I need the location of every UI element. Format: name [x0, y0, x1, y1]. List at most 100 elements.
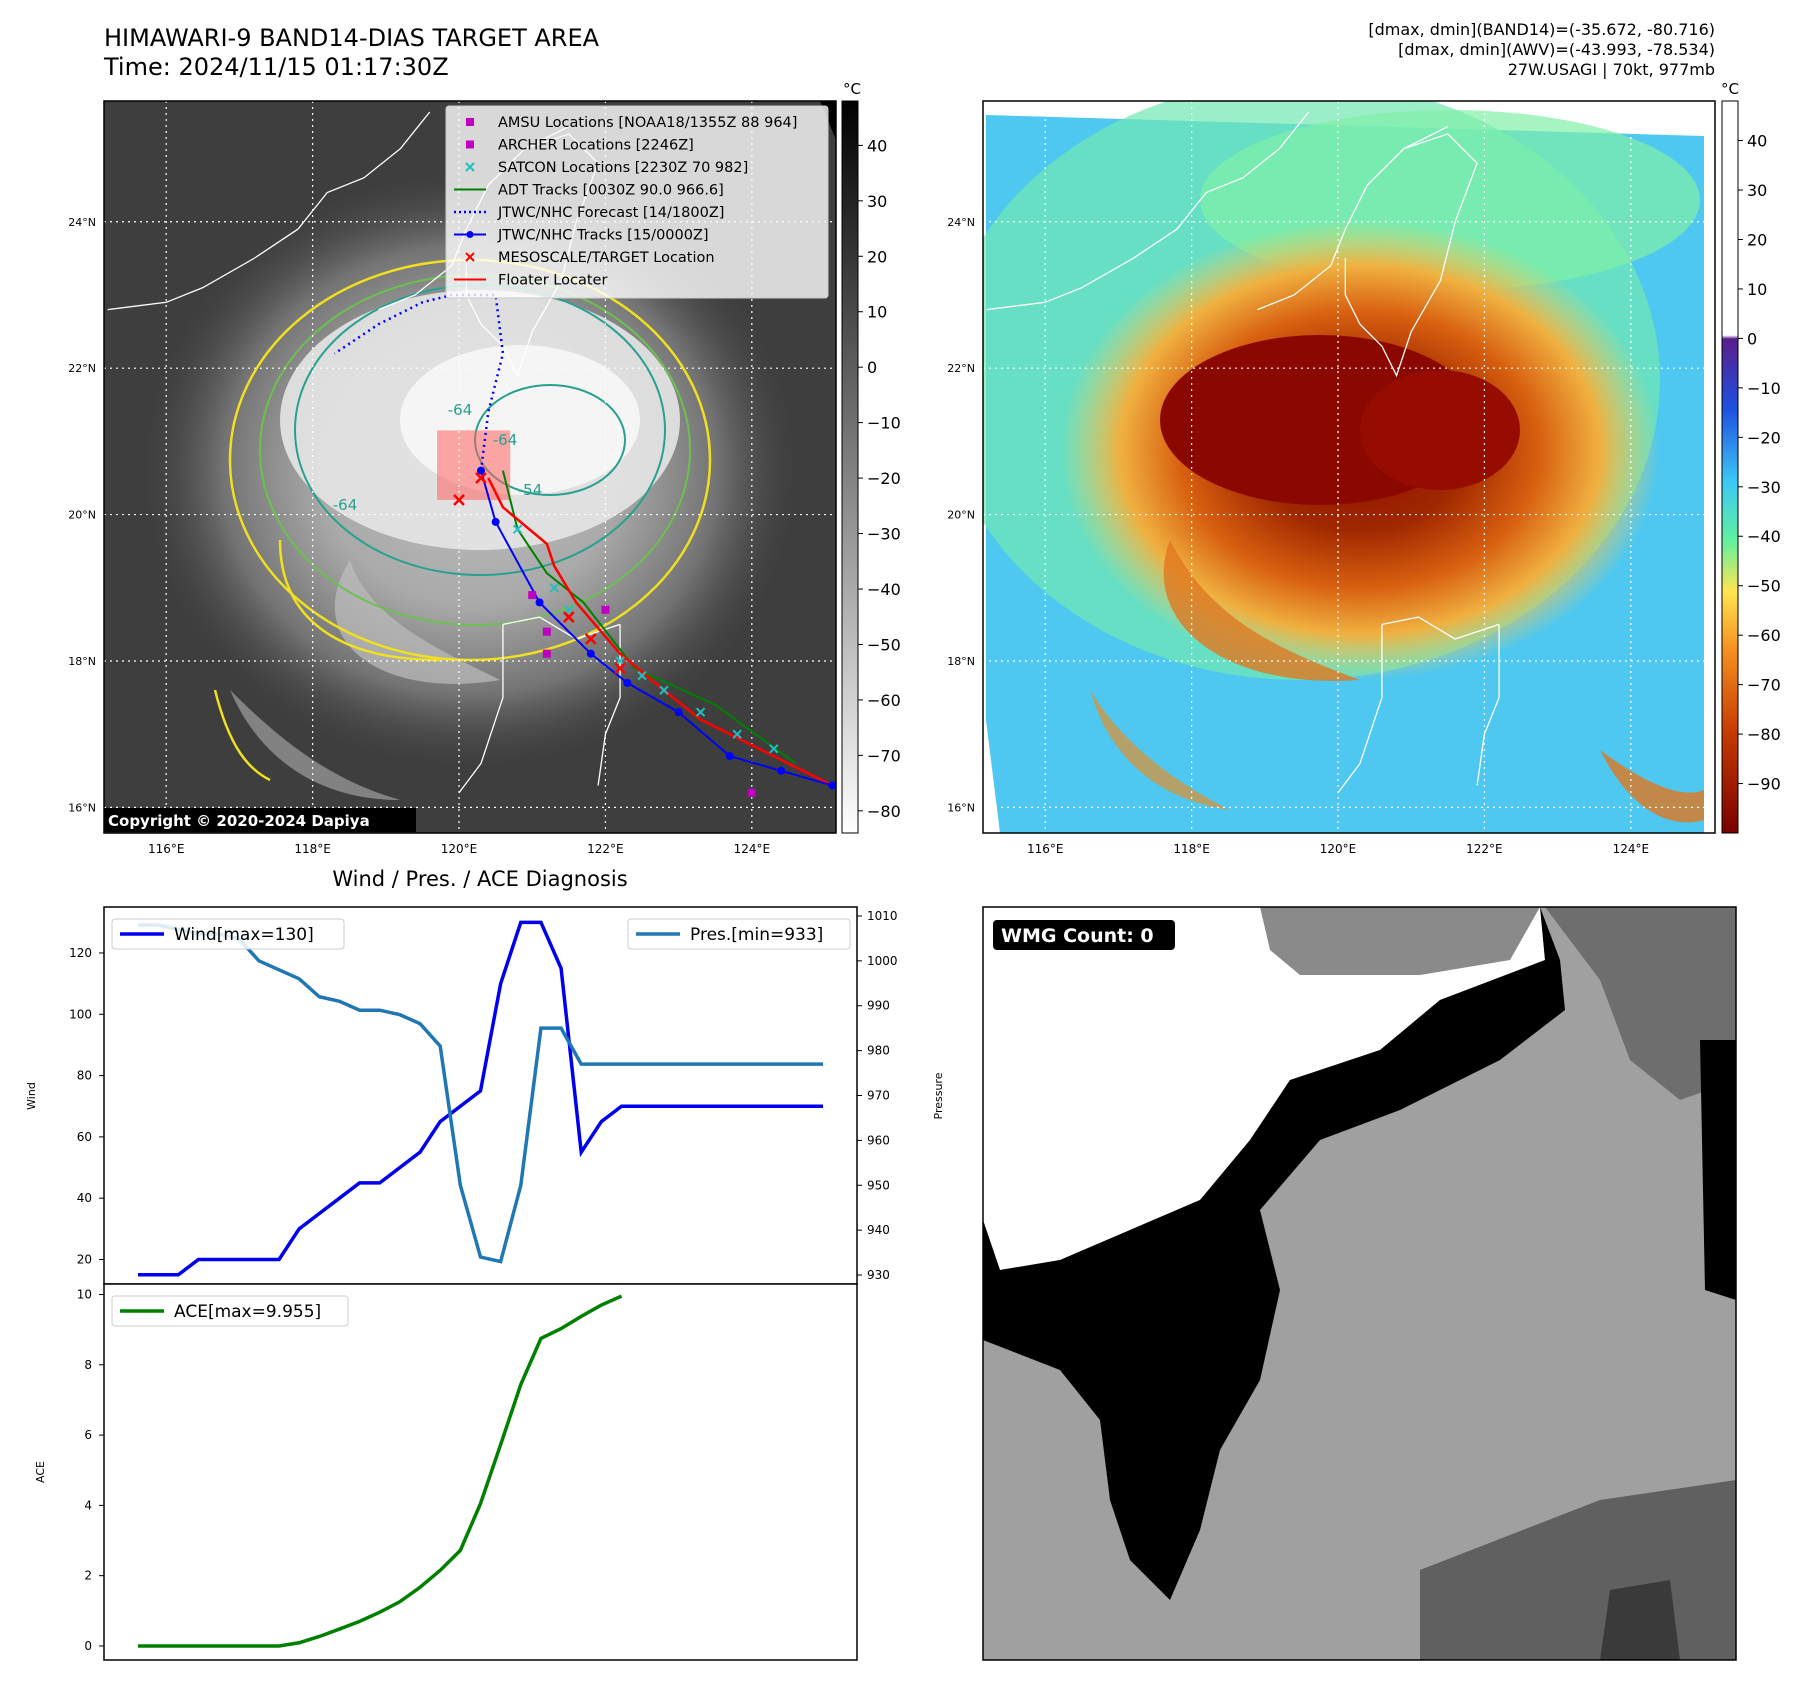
pressure-legend: Pres.[min=933]: [627, 918, 851, 950]
ir-colorbar-tick-label: −60: [867, 691, 901, 710]
ace-tick-label: 2: [84, 1569, 92, 1583]
ir-imagery: -64 -64 -54 -64: [104, 101, 836, 833]
ir-colorbar-unit: °C: [843, 80, 861, 98]
ir-lat-tick-label: 16°N: [68, 801, 96, 814]
awv-colorbar-tick-label: −30: [1747, 478, 1781, 497]
ace-axis-label: ACE: [34, 1461, 47, 1483]
ir-contour-labels: -64 -64 -54 -64: [333, 401, 543, 514]
wmg-frame: [982, 906, 1737, 1661]
wind-tick-label: 60: [77, 1130, 92, 1144]
wmg-label-box: [993, 920, 1175, 950]
awv-coastline-segment: [1476, 624, 1500, 786]
awv-colorbar-tick-label: −70: [1747, 676, 1781, 695]
awv-lat-tick-label: 24°N: [947, 216, 975, 229]
ir-axis-labels: 116°E 118°E 120°E 122°E 124°E 24°N 22°N 20°N 18°…: [68, 216, 770, 856]
legend-label: ARCHER Locations [2246Z]: [498, 138, 694, 154]
figure-title: HIMAWARI-9 BAND14-DIAS TARGET AREA Time:…: [104, 24, 599, 82]
satcon-point: [695, 707, 706, 717]
wmg-corner-dark: [1600, 1580, 1680, 1660]
contour-south-yellow: [213, 689, 271, 782]
copyright-text: Copyright © 2020-2024 Dapiya: [108, 812, 370, 830]
awv-colorbar-tick-label: −40: [1747, 527, 1781, 546]
jtwc-track-point: [828, 781, 836, 790]
target-point: [453, 494, 465, 506]
satcon-point: [615, 656, 625, 666]
ace-tick-label: 8: [84, 1358, 92, 1372]
floater-track-line: [487, 477, 833, 787]
pressure-tick-label: 990: [867, 999, 890, 1013]
ir-lon-tick-label: 120°E: [441, 842, 478, 856]
pressure-tick-label: 940: [867, 1223, 890, 1237]
wind-tick-label: 100: [69, 1007, 92, 1021]
legend-square-marker: [466, 118, 474, 126]
awv-lon-tick-label: 118°E: [1173, 842, 1210, 856]
ir-colorbar-tick-label: −80: [867, 802, 901, 821]
info-line-1: [dmax, dmin](BAND14)=(-35.672, -80.716): [1368, 20, 1715, 39]
pressure-tick-label: 950: [867, 1178, 890, 1192]
amsu-point: [747, 788, 756, 797]
target-point: [614, 662, 626, 675]
legend-entry: MESOSCALE/TARGET Location: [465, 250, 715, 266]
ir-lon-tick-label: 118°E: [294, 842, 331, 856]
awv-colorbar-tick-label: −90: [1747, 775, 1781, 794]
legend-x-marker: [465, 252, 475, 262]
awv-spiral-band: [1163, 540, 1360, 681]
pressure-tick-label: 930: [867, 1268, 890, 1282]
ir-lon-tick-label: 116°E: [148, 842, 185, 856]
ir-map-panel: -64 -64 -54 -64 116°E 118°E 120°E 122°E 124°E 24…: [68, 80, 901, 856]
ir-coastline-segment: [107, 111, 431, 311]
awv-lat-tick-label: 20°N: [947, 509, 975, 522]
wind-tick-label: 20: [77, 1252, 92, 1266]
ir-legend: AMSU Locations [NOAA18/1355Z 88 964] ARCH…: [445, 105, 829, 299]
ace-tick-label: 6: [84, 1428, 92, 1442]
satcon-point: [659, 685, 669, 695]
target-point: [475, 472, 487, 484]
awv-colorbar-unit: °C: [1721, 80, 1739, 98]
ir-colorbar-tick-label: −20: [867, 469, 901, 488]
legend-label: ADT Tracks [0030Z 90.0 966.6]: [498, 183, 724, 199]
ir-colorbar-tick-label: 40: [867, 136, 887, 155]
ir-map-frame: [103, 100, 837, 834]
wind-tick-label: 40: [77, 1191, 92, 1205]
jtwc-track-point: [535, 598, 544, 607]
ace-series-line: [138, 1294, 623, 1648]
wind-pres-plot-area: [103, 906, 858, 1285]
awv-coastline: [986, 111, 1500, 794]
info-line-2: [dmax, dmin](AWV)=(-43.993, -78.534): [1398, 40, 1715, 59]
ir-colorbar-tick-label: 30: [867, 192, 887, 211]
ir-lat-tick-label: 22°N: [68, 362, 96, 375]
awv-imagery: [983, 101, 1715, 833]
target-area-box: [437, 430, 511, 500]
awv-core-east: [1360, 370, 1520, 490]
legend-entry: Floater Locater: [454, 273, 607, 289]
wmg-upper-gray: [1260, 907, 1540, 975]
awv-lat-tick-label: 16°N: [947, 801, 975, 814]
awv-colorbar-tick-label: 0: [1747, 329, 1757, 348]
ace-legend-box: [111, 1295, 349, 1327]
legend-square-marker: [466, 140, 474, 149]
satcon-point: [549, 583, 559, 593]
diagnosis-charts: Wind / Pres. / ACE Diagnosis Wind Pressu…: [25, 867, 945, 1661]
ir-lat-tick-label: 18°N: [68, 655, 96, 668]
pressure-tick-label: 960: [867, 1133, 890, 1147]
diagnosis-title: Wind / Pres. / ACE Diagnosis: [332, 867, 627, 891]
legend-box: [445, 105, 829, 299]
legend-label: Floater Locater: [498, 273, 607, 289]
awv-lat-tick-label: 18°N: [947, 655, 975, 668]
satcon-point: [769, 744, 779, 754]
satcon-point: [564, 605, 574, 615]
ace-plot-area: [103, 1283, 858, 1661]
chart-ticks: 2040608010012093094095096097098099010001…: [69, 909, 897, 1653]
jtwc-track-point: [491, 517, 500, 526]
awv-coastline-segment: [1337, 624, 1383, 794]
jtwc-track-point: [777, 766, 786, 775]
awv-colorbar-tick-label: −60: [1747, 626, 1781, 645]
copyright-box: [104, 808, 416, 832]
awv-colorbar-tick-label: 30: [1747, 181, 1767, 200]
ir-tracks: [333, 293, 836, 797]
wmg-right-black: [1700, 1040, 1736, 1300]
legend-label: MESOSCALE/TARGET Location: [498, 250, 715, 266]
jtwc-track-point: [586, 649, 595, 658]
awv-colorbar-tick-label: −10: [1747, 379, 1781, 398]
ir-colorbar: [841, 100, 859, 834]
